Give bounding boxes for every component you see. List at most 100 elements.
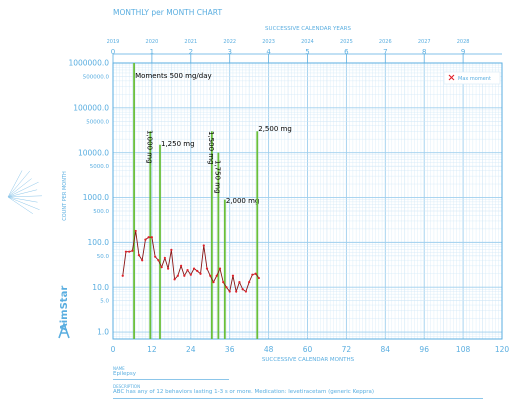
y-tick-label: 1000000.0: [68, 59, 109, 68]
data-point: [131, 249, 134, 252]
data-point: [225, 286, 228, 289]
data-point: [257, 276, 260, 280]
year-number-label: 6: [344, 48, 349, 56]
aimstar-logo: AimStar: [58, 286, 70, 339]
calendar-year-label: 2025: [340, 39, 353, 45]
data-point: [154, 255, 157, 258]
x-tick-label: 24: [186, 345, 196, 354]
data-point: [141, 259, 144, 262]
chart-title: MONTHLY per MONTH CHART: [113, 8, 222, 17]
phase-label: 1,500 mg: [207, 131, 215, 165]
data-point: [186, 269, 189, 272]
data-point: [231, 274, 235, 277]
y-tick-label: 50000.0: [86, 119, 109, 125]
year-number-label: 3: [227, 48, 231, 56]
year-number-label: 4: [266, 48, 271, 56]
y-tick-label: 5.0: [100, 299, 109, 305]
phase-label: 2,000 mg: [226, 197, 260, 205]
x-tick-label: 96: [419, 345, 429, 354]
data-point: [170, 248, 173, 251]
calendar-year-label: 2022: [223, 39, 236, 45]
data-point: [157, 259, 160, 262]
y-tick-label: 1000.0: [83, 193, 109, 202]
y-tick-label: 500.0: [93, 209, 109, 215]
data-point: [179, 264, 183, 267]
calendar-year-label: 2028: [457, 39, 470, 45]
x-tick-label: 48: [264, 345, 274, 354]
y-tick-label: 5000.0: [90, 164, 110, 170]
year-number-label: 8: [422, 48, 426, 56]
data-point: [212, 281, 215, 284]
data-point: [238, 281, 241, 284]
data-point: [147, 236, 150, 239]
celeration-fan-icon: [7, 170, 42, 214]
phase-change-lines: Moments 500 mg/day 1,000 mg 1,250 mg 1,500 …: [133, 63, 292, 339]
brand-name: AimStar: [59, 286, 70, 331]
year-axis: 0 1 2 3 4 5 6 7 8 9 2019 2020 2021 2022 2023 2024 2025 20…: [107, 39, 470, 63]
data-point: [251, 273, 254, 276]
data-point: [205, 267, 209, 270]
calendar-year-label: 2024: [301, 39, 314, 45]
data-point: [248, 281, 251, 284]
phase-label: 2,500 mg: [258, 125, 292, 133]
data-point: [167, 267, 170, 270]
data-point: [192, 267, 196, 270]
x-tick-label: 108: [456, 345, 471, 354]
data-point: [222, 281, 225, 284]
calendar-year-label: 2020: [146, 39, 159, 45]
phase-label: 1,000 mg: [145, 130, 153, 164]
chart-grid: [112, 62, 503, 340]
name-field-value: Epilepsy: [113, 371, 137, 377]
x-axis-title: SUCCESSIVE CALENDAR MONTHS: [262, 357, 355, 363]
data-point: [163, 256, 166, 260]
x-tick-label: 120: [495, 345, 510, 354]
year-number-label: 1: [150, 48, 154, 56]
calendar-year-label: 2019: [107, 39, 120, 45]
data-point: [254, 272, 257, 275]
x-tick-label: 60: [303, 345, 313, 354]
calendar-year-label: 2023: [262, 39, 275, 45]
data-point: [121, 274, 124, 277]
description-field-label: DESCRIPTION: [113, 384, 141, 389]
calendar-year-label: 2027: [418, 39, 431, 45]
year-number-label: 7: [383, 48, 387, 56]
data-series: [121, 229, 260, 294]
data-point: [244, 290, 248, 293]
x-tick-label: 72: [342, 345, 352, 354]
calendar-year-label: 2021: [184, 39, 197, 45]
y-tick-label: 100000.0: [73, 103, 109, 112]
data-point: [218, 267, 222, 270]
data-point: [235, 290, 238, 293]
data-point: [215, 274, 218, 277]
phase-label: 1,250 mg: [161, 140, 195, 148]
phase-label: 1,750 mg: [213, 160, 221, 194]
legend-label: Max moment: [458, 76, 491, 82]
data-point: [150, 236, 153, 239]
calendar-year-label: 2026: [379, 39, 392, 45]
y-tick-label: 50.0: [97, 254, 110, 260]
y-tick-label: 10.0: [92, 283, 109, 292]
y-axis-title: COUNT PER MONTH: [62, 171, 68, 221]
year-number-label: 9: [461, 48, 465, 56]
x-tick-label: 36: [225, 345, 235, 354]
data-point: [173, 278, 176, 281]
data-point: [241, 288, 244, 291]
top-axis-title: SUCCESSIVE CALENDAR YEARS: [265, 26, 351, 32]
name-field-label: NAME: [113, 366, 125, 371]
data-point: [144, 238, 147, 241]
description-field-value: ABC has any of 12 behaviors lasting 1-3 …: [113, 389, 375, 395]
y-axis-ticks: 1.0 5.0 10.0 50.0 100.0 500.0 1000.0 5000.0 1000…: [68, 59, 109, 337]
legend-marker-x-icon: [448, 74, 455, 81]
data-point: [134, 229, 137, 233]
description-field-underline: [113, 398, 483, 399]
data-point: [124, 250, 128, 253]
data-point: [202, 244, 205, 247]
year-number-label: 0: [111, 48, 115, 56]
y-tick-label: 500000.0: [83, 74, 110, 80]
data-point: [199, 272, 202, 275]
name-field-underline: [113, 379, 229, 380]
x-tick-label: 12: [147, 345, 157, 354]
data-point: [189, 273, 192, 276]
data-point: [128, 250, 131, 253]
data-point: [209, 274, 212, 277]
